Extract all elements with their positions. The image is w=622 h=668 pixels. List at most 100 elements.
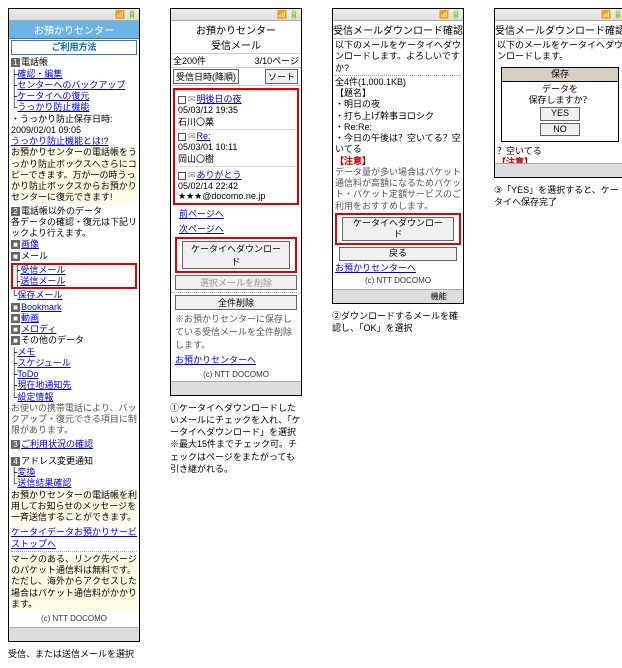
link-sent-mail[interactable]: 送信メール bbox=[20, 276, 65, 286]
link-convert[interactable]: 変換 bbox=[17, 467, 35, 477]
mail-checkbox[interactable] bbox=[178, 96, 186, 104]
link-settings[interactable]: 設定情報 bbox=[17, 392, 53, 402]
download-confirm-button[interactable]: ケータイへダウンロード bbox=[342, 217, 454, 242]
phone-screen-2: お預かりセンター 受信メール 全200件 3/10ページ 受信日時(降順) ソー… bbox=[170, 8, 302, 396]
text-lead: 以下のメールをケータイへダウンロードします。よろしいですか? bbox=[335, 40, 461, 74]
text-attention: データ量が多い場合はパケット通信料が高額になるためパケット・パケット定額サービス… bbox=[335, 167, 461, 212]
subject-item: 今日の午後は？空いてる？空いてる bbox=[335, 133, 461, 154]
section-1: 1電話帳 ├確認・編集 ├センターへのバックアップ ├ケータイへの復元 └うっか… bbox=[11, 57, 137, 203]
mail-date: 05/03/01 10:11 bbox=[178, 142, 237, 152]
back-to-center-link[interactable]: お預かりセンターへ bbox=[175, 355, 256, 365]
subject-item: 明日の夜 bbox=[344, 99, 380, 109]
copyright: (c) NTT DOCOMO bbox=[335, 274, 461, 288]
status-bar bbox=[333, 9, 463, 21]
status-bar bbox=[9, 9, 139, 21]
mail-checkbox[interactable] bbox=[178, 133, 186, 141]
label-subjects-hdr: 【題名】 bbox=[335, 88, 461, 99]
link-todo[interactable]: ToDo bbox=[17, 369, 38, 379]
link-bookmark[interactable]: Bookmark bbox=[21, 302, 62, 312]
mail-subject[interactable]: 明後日の夜 bbox=[197, 94, 242, 104]
mail-subject[interactable]: Re: bbox=[197, 131, 211, 141]
link-backup[interactable]: センターへのバックアップ bbox=[17, 80, 125, 90]
dialog-message: データを 保存しますか？ bbox=[504, 84, 616, 107]
battery-icon bbox=[451, 10, 461, 19]
link-schedule[interactable]: スケジュール bbox=[17, 358, 70, 368]
mail-item[interactable]: ありがとう 05/02/14 22:42 ★★★@docomo.ne.jp bbox=[176, 166, 296, 203]
phone-screen-1: お預かりセンター ご利用方法 1電話帳 ├確認・編集 ├センターへのバックアップ… bbox=[8, 8, 140, 642]
link-movie[interactable]: 動画 bbox=[21, 313, 39, 323]
softkey-bar bbox=[9, 627, 139, 641]
link-prevent-what[interactable]: うっかり防止機能とは!? bbox=[11, 136, 109, 146]
signal-icon bbox=[601, 10, 611, 19]
mail-from: ★★★@docomo.ne.jp bbox=[178, 191, 265, 201]
delete-all-button[interactable]: 全件削除 bbox=[175, 295, 297, 310]
highlight-redbox-checklist: 明後日の夜 05/03/12 19:35 石川〇菓 Re: 05/03/01 1… bbox=[173, 88, 299, 205]
label-count: 全4件(1,000.1KB) bbox=[335, 77, 461, 88]
download-button[interactable]: ケータイへダウンロード bbox=[182, 241, 290, 269]
banner: ご利用方法 bbox=[11, 40, 137, 55]
link-melody[interactable]: メロディ bbox=[21, 324, 56, 334]
mail-subject[interactable]: ありがとう bbox=[197, 170, 242, 180]
softkey-left[interactable] bbox=[27, 629, 35, 640]
signal-icon bbox=[277, 10, 287, 19]
mail-item[interactable]: 明後日の夜 05/03/12 19:35 石川〇菓 bbox=[176, 90, 296, 129]
softkey-bar bbox=[495, 163, 622, 177]
mail-item[interactable]: Re: 05/03/01 10:11 岡山〇樹 bbox=[176, 129, 296, 166]
save-dialog: 保存 データを 保存しますか？ YES NO bbox=[501, 67, 619, 142]
subject-item: Re:Re: bbox=[344, 122, 372, 132]
link-memo[interactable]: メモ bbox=[17, 347, 35, 357]
link-image[interactable]: 画像 bbox=[21, 239, 39, 249]
link-location[interactable]: 現在地通知先 bbox=[17, 380, 71, 390]
prev-page-link[interactable]: 前ページへ bbox=[175, 207, 297, 220]
sort-button[interactable]: ソート bbox=[265, 69, 298, 84]
section-3: 3ご利用状況の確認 bbox=[11, 439, 137, 450]
caption-3: ②ダウンロードするメールを確認し、「OK」を選択 bbox=[332, 310, 464, 334]
link-service-top[interactable]: ケータイデータお預かりサービストップへ bbox=[11, 527, 137, 548]
banner-label[interactable]: ご利用方法 bbox=[51, 42, 96, 52]
title-bar: 受信メールダウンロード確認 bbox=[333, 21, 463, 39]
section-4: 4アドレス変更通知 ├変換 └送信結果確認 お預かりセンターの電話帳を利用してお… bbox=[11, 456, 137, 524]
caption-1: 受信、または送信メールを選択 bbox=[8, 648, 134, 660]
link-edit[interactable]: 確認・編集 bbox=[17, 69, 62, 79]
yes-button[interactable]: YES bbox=[540, 107, 580, 120]
content-area: ご利用方法 1電話帳 ├確認・編集 ├センターへのバックアップ ├ケータイへの復… bbox=[9, 39, 139, 627]
mail-icon bbox=[188, 131, 197, 141]
text-lead: 以下のメールをケータイへダウンロードします。 bbox=[497, 40, 622, 63]
section-2-num: 2 bbox=[11, 207, 20, 216]
text-footer-note: マークのある、リンク先ページのパケット通信料は無料です。ただし、海外からアクセス… bbox=[11, 554, 137, 610]
delete-selected-button[interactable]: 選択メールを削除 bbox=[175, 275, 297, 290]
back-button[interactable]: 戻る bbox=[339, 247, 457, 260]
link-received-mail[interactable]: 受信メール bbox=[20, 265, 65, 275]
softkey-func[interactable]: 機能 bbox=[431, 291, 447, 302]
softkey-right[interactable] bbox=[113, 629, 121, 640]
sq-icon: ■ bbox=[11, 325, 20, 334]
status-bar bbox=[495, 9, 622, 21]
back-to-center-link[interactable]: お預かりセンターへ bbox=[335, 263, 416, 273]
link-prevent[interactable]: うっかり防止機能 bbox=[17, 102, 89, 112]
title-bar: お預かりセンター 受信メール bbox=[171, 21, 301, 54]
section-1-num: 1 bbox=[11, 58, 20, 67]
subject-item: 打ち上げ幹事ヨロシク bbox=[344, 111, 434, 121]
text-limitation-warn: お使いの携帯電話により、バックアップ・復元できる項目に制限があります。 bbox=[11, 403, 137, 437]
sq-icon: ■ bbox=[11, 314, 20, 323]
mail-checkbox[interactable] bbox=[178, 172, 186, 180]
next-page-link[interactable]: 次ページへ bbox=[175, 222, 297, 235]
highlight-redbox-dl-button: ケータイへダウンロード bbox=[175, 237, 297, 273]
sort-select[interactable]: 受信日時(降順) bbox=[173, 69, 239, 84]
section-4-num: 4 bbox=[11, 457, 20, 466]
copyright: (c) NTT DOCOMO bbox=[11, 612, 137, 626]
battery-icon bbox=[127, 10, 137, 19]
section-3-num: 3 bbox=[11, 440, 20, 449]
link-restore[interactable]: ケータイへの復元 bbox=[17, 91, 89, 101]
sq-icon: ■ bbox=[11, 303, 20, 312]
link-saved-mail[interactable]: 保存メール bbox=[17, 290, 62, 300]
title-bar: 受信メールダウンロード確認 bbox=[495, 21, 622, 39]
label-page: 3/10ページ bbox=[255, 54, 299, 67]
link-send-result[interactable]: 送信結果確認 bbox=[17, 478, 71, 488]
mail-icon bbox=[188, 94, 197, 104]
no-button[interactable]: NO bbox=[540, 123, 580, 136]
highlight-redbox-confirm-dl: ケータイへダウンロード bbox=[335, 213, 461, 246]
title-bar: お預かりセンター bbox=[9, 21, 139, 39]
softkey-center[interactable] bbox=[70, 629, 78, 640]
link-usage[interactable]: ご利用状況の確認 bbox=[21, 439, 93, 449]
